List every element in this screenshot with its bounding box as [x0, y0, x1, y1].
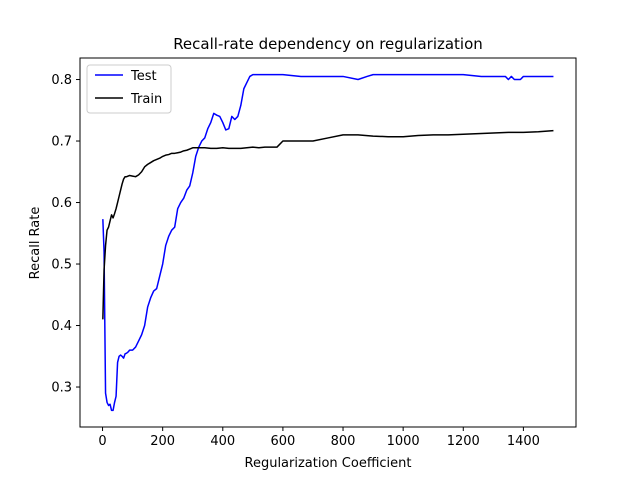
x-tick-label: 400	[210, 434, 235, 449]
legend-label-test: Test	[130, 69, 157, 84]
x-tick-label: 0	[98, 434, 106, 449]
plot-frame	[79, 57, 577, 428]
legend: Test Train	[86, 64, 172, 114]
x-tick-label: 200	[150, 434, 175, 449]
x-tick-label: 1400	[507, 434, 540, 449]
y-tick-label: 0.8	[51, 73, 72, 88]
x-tick-label: 800	[331, 434, 356, 449]
x-tick-label: 1000	[387, 434, 420, 449]
chart-title: Recall-rate dependency on regularization	[173, 35, 483, 53]
x-axis-title: Regularization Coefficient	[245, 456, 412, 471]
y-axis-title: Recall Rate	[28, 207, 43, 280]
series-layer	[102, 73, 554, 412]
series-line-train	[102, 129, 554, 320]
y-tick-label: 0.6	[51, 196, 72, 211]
y-tick-label: 0.7	[51, 135, 72, 150]
y-tick-label: 0.3	[51, 381, 72, 396]
x-tick-label: 600	[270, 434, 295, 449]
legend-box	[86, 64, 172, 114]
x-tick-label: 1200	[447, 434, 480, 449]
legend-label-train: Train	[130, 92, 162, 107]
y-axis-ticks: 0.3 0.4 0.5 0.6 0.7 0.8	[51, 73, 80, 396]
series-line-test	[102, 73, 554, 412]
x-axis-ticks: 0 200 400 600 800 1000 1200 1400	[98, 427, 540, 449]
y-tick-label: 0.4	[51, 319, 72, 334]
y-tick-label: 0.5	[51, 258, 72, 273]
